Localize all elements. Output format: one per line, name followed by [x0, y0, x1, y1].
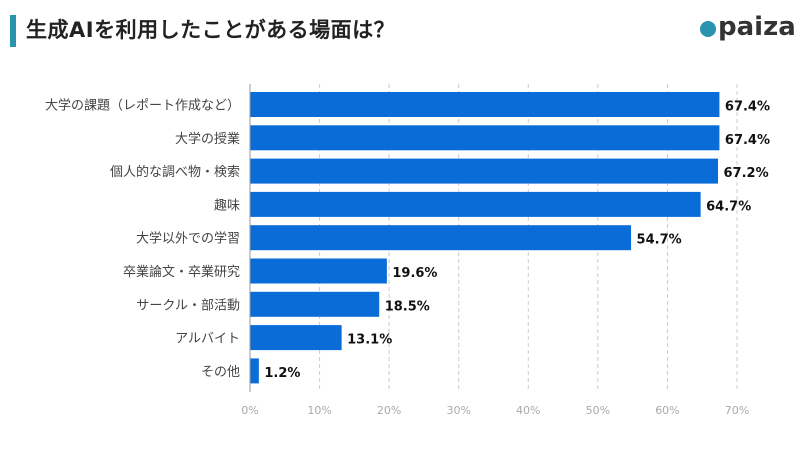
data-label: 67.4% [725, 100, 770, 115]
bar [250, 92, 720, 117]
data-label: 1.2% [264, 366, 300, 381]
category-label: 大学の課題（レポート作成など） [45, 98, 240, 114]
category-label: アルバイト [175, 332, 240, 347]
data-label: 13.1% [347, 333, 392, 348]
bar [250, 358, 259, 384]
data-label: 18.5% [385, 299, 430, 314]
logo-icon [700, 21, 716, 37]
bar [250, 125, 720, 151]
bar [250, 291, 380, 317]
data-label: 64.7% [706, 199, 751, 214]
category-label: サークル・部活動 [136, 298, 240, 313]
x-tick-label: 50% [586, 404, 610, 417]
data-label: 67.4% [725, 133, 770, 148]
bar [250, 191, 701, 217]
category-label: 個人的な調べ物・検索 [110, 164, 240, 180]
page-title: 生成AIを利用したことがある場面は？ [26, 18, 396, 42]
paiza-logo: paiza [700, 12, 796, 42]
title-accent-bar [10, 15, 16, 47]
category-label: 大学以外での学習 [136, 231, 240, 247]
bar [250, 225, 632, 251]
category-label: 卒業論文・卒業研究 [123, 264, 240, 280]
x-tick-label: 40% [516, 404, 540, 417]
x-tick-label: 10% [307, 404, 331, 417]
data-label: 54.7% [637, 233, 682, 248]
x-tick-label: 0% [241, 404, 258, 417]
x-tick-label: 30% [446, 404, 470, 417]
x-tick-label: 70% [725, 404, 749, 417]
bar [250, 158, 719, 184]
data-label: 67.2% [724, 166, 769, 181]
data-label: 19.6% [392, 266, 437, 281]
category-label: 趣味 [214, 198, 240, 213]
category-label: 大学の授業 [175, 131, 240, 147]
bar [250, 258, 387, 284]
x-tick-label: 60% [655, 404, 679, 417]
logo-text: paiza [718, 12, 796, 42]
category-label: その他 [201, 365, 240, 380]
x-tick-label: 20% [377, 404, 401, 417]
bar [250, 325, 342, 351]
